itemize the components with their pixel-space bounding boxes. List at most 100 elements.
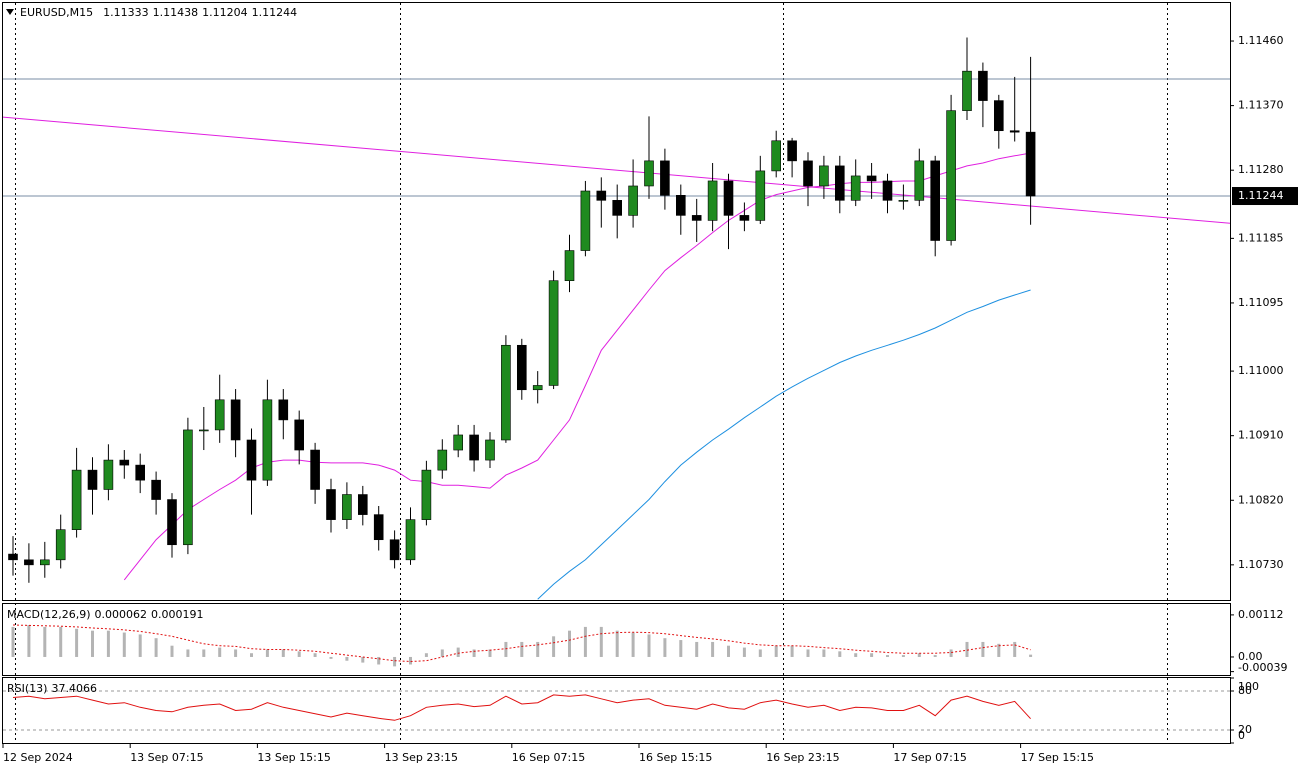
x-tick-label: 13 Sep 23:15 [385,751,458,764]
candle-body [469,434,479,461]
x-tick-label: 12 Sep 2024 [3,751,73,764]
candle-body [373,514,384,541]
candle-body [723,180,734,216]
main-panel-frame [2,2,1231,601]
trendline [2,116,1231,224]
candle-body [310,449,320,490]
macd-header: MACD(12,26,9) 0.000062 0.000191 [7,608,204,621]
candle-body [8,553,18,561]
y-tick-label: 80 [1238,684,1252,697]
candle-body [755,170,766,221]
menu-triangle [6,9,14,15]
signal-value: 0.000191 [151,608,204,621]
x-tick-label: 16 Sep 07:15 [512,751,585,764]
macd-title: MACD(12,26,9) [7,608,91,621]
candle-body [898,200,909,202]
candle-body [485,439,495,461]
candle-body [1025,131,1036,197]
candle-body [580,190,591,251]
price-label: 1.11244 [1238,189,1284,202]
candle-body [103,459,114,490]
candle-body [628,185,638,216]
candle-body [1009,130,1020,133]
candle-body [437,449,448,471]
rsi-title: RSI(13) [7,682,47,695]
price-label-box [1232,187,1298,206]
candle-body [803,160,813,187]
candle-body [199,429,209,432]
symbol: EURUSD,M15 [20,6,93,19]
open-value: 1.11333 [103,6,149,19]
y-tick-label: -0.00039 [1238,661,1287,674]
candle-body [167,499,177,546]
candle-body [71,469,82,530]
high-value: 1.11438 [153,6,199,19]
candle-body [453,434,464,451]
candle-body [564,250,575,281]
candle-body [357,494,368,515]
candle-body [214,399,225,431]
x-tick-label: 17 Sep 15:15 [1021,751,1094,764]
candle-body [914,160,925,201]
candle-body [342,494,352,520]
candle-body [660,160,670,196]
y-tick-label: 1.11370 [1238,99,1284,112]
candle-body [246,439,257,481]
candle-body [787,140,797,162]
y-tick-label: 0.00112 [1238,608,1284,621]
candle-body [135,464,145,481]
macd-panel-frame [2,603,1231,676]
candle-body [183,429,193,546]
candle-body [326,489,336,520]
candle-body [978,70,988,101]
candle-body [516,344,527,391]
candle-body [850,175,861,201]
rsi-header: RSI(13) 37.4066 [7,682,97,695]
candle-body [644,160,654,187]
y-tick-label: 1.11460 [1238,34,1284,47]
candle-body [675,195,686,216]
candle-body [421,469,432,520]
candle-body [87,469,98,490]
rsi-line [12,694,1031,721]
signal-line [12,624,1031,663]
candle-body [834,165,845,201]
candle-body [707,180,718,221]
candle-body [55,529,66,561]
candle-body [930,160,941,241]
candle-body [294,419,305,451]
y-tick-label: 20 [1238,723,1252,736]
close-value: 1.11244 [252,6,298,19]
rsi-value: 37.4066 [51,682,97,695]
candle-body [819,165,829,187]
candle-body [405,519,416,561]
candle-body [596,190,607,201]
y-tick-label: 1.11185 [1238,231,1284,244]
candle-body [389,539,400,561]
x-tick-label: 17 Sep 07:15 [893,751,966,764]
y-tick-label: 1.10820 [1238,493,1284,506]
candle-body [691,215,702,221]
candle-body [532,385,543,391]
x-tick-label: 13 Sep 07:15 [130,751,203,764]
y-tick-label: 1.11280 [1238,163,1284,176]
y-tick-label: 1.11000 [1238,364,1284,377]
candle-body [548,280,559,386]
candle-body [962,70,972,111]
moving-average [537,289,1031,600]
y-tick-label: 1.11095 [1238,296,1284,309]
candle-body [119,459,130,466]
candle-body [24,559,34,566]
candle-body [882,180,893,201]
candle-body [946,110,956,241]
y-tick-label: 1.10910 [1238,429,1284,442]
candle-body [993,100,1004,132]
y-tick-label: 0.00 [1238,650,1263,663]
rsi-panel-frame [2,677,1231,744]
x-tick-label: 16 Sep 23:15 [766,751,839,764]
candle-body [262,399,273,481]
x-tick-label: 16 Sep 15:15 [639,751,712,764]
macd-value: 0.000062 [95,608,148,621]
candle-body [501,344,511,441]
